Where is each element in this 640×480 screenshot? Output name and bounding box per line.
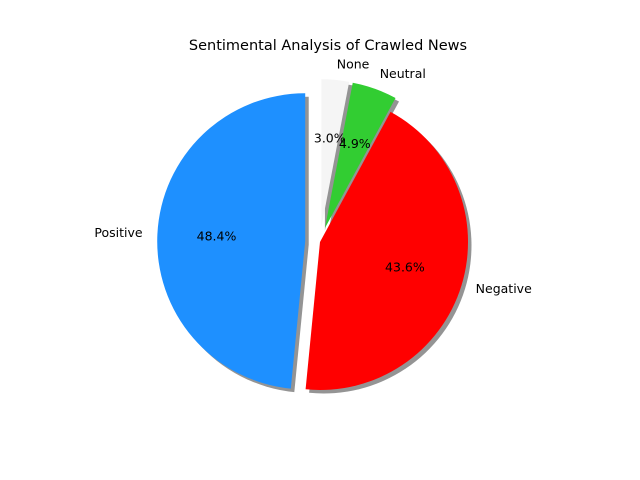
chart-title: Sentimental Analysis of Crawled News bbox=[189, 38, 467, 54]
percent-label-positive: 48.4% bbox=[197, 228, 237, 243]
slice-label-negative: Negative bbox=[476, 281, 532, 296]
slice-label-none: None bbox=[337, 57, 370, 72]
percent-label-none: 3.0% bbox=[314, 130, 346, 145]
slice-layer bbox=[157, 79, 469, 390]
pie-slice-negative bbox=[305, 111, 469, 390]
label-layer: Positive 48.4% Negative 43.6% Neutral 4.9% Non… bbox=[94, 57, 532, 296]
pie-slice-none bbox=[321, 79, 350, 228]
pie-slice-neutral bbox=[324, 82, 396, 229]
slice-label-positive: Positive bbox=[94, 225, 142, 240]
percent-label-negative: 43.6% bbox=[385, 260, 425, 275]
percent-label-neutral: 4.9% bbox=[339, 136, 371, 151]
pie-slice-positive bbox=[157, 93, 306, 389]
slice-label-neutral: Neutral bbox=[380, 66, 426, 81]
